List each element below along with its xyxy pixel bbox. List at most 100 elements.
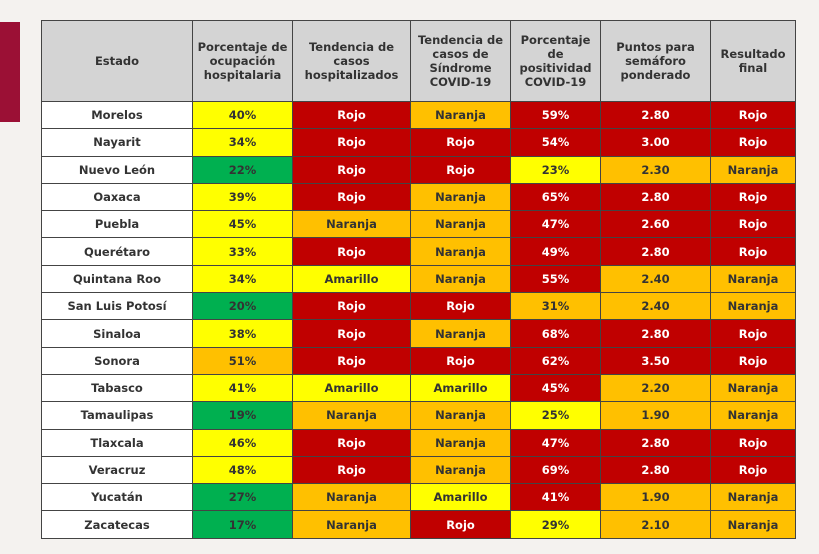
cell-ocupacion: 38% <box>192 319 293 348</box>
semaforo-table: Estado Porcentaje de ocupación hospitala… <box>41 20 796 539</box>
cell-tendencia-hosp: Amarillo <box>292 373 411 403</box>
cell-resultado: Rojo <box>710 128 796 157</box>
cell-resultado: Naranja <box>710 401 796 430</box>
cell-tendencia-hosp: Naranja <box>292 510 411 539</box>
cell-positividad: 55% <box>510 264 601 294</box>
cell-puntos: 2.60 <box>600 210 711 239</box>
cell-positividad: 31% <box>510 292 601 321</box>
cell-resultado: Rojo <box>710 428 796 457</box>
table-row: Puebla 45% Naranja Naranja 47% 2.60 Rojo <box>41 210 796 239</box>
cell-puntos: 2.30 <box>600 155 711 184</box>
cell-positividad: 29% <box>510 510 601 539</box>
cell-tendencia-hosp: Rojo <box>292 237 411 266</box>
table-row: Veracruz 48% Rojo Naranja 69% 2.80 Rojo <box>41 455 796 485</box>
cell-ocupacion: 45% <box>192 210 293 239</box>
cell-resultado: Naranja <box>710 483 796 512</box>
cell-ocupacion: 34% <box>192 264 293 294</box>
cell-ocupacion: 22% <box>192 155 293 184</box>
cell-tendencia-hosp: Amarillo <box>292 264 411 294</box>
cell-tendencia-sindrome: Naranja <box>410 182 511 212</box>
cell-tendencia-sindrome: Rojo <box>410 346 511 375</box>
header-puntos: Puntos para semáforo ponderado <box>600 20 711 102</box>
cell-tendencia-sindrome: Naranja <box>410 264 511 294</box>
cell-estado: Querétaro <box>41 237 193 266</box>
cell-ocupacion: 41% <box>192 373 293 403</box>
table-row: Tlaxcala 46% Rojo Naranja 47% 2.80 Rojo <box>41 428 796 457</box>
cell-tendencia-sindrome: Naranja <box>410 210 511 239</box>
brand-accent-bar <box>0 22 20 122</box>
cell-positividad: 62% <box>510 346 601 375</box>
cell-resultado: Rojo <box>710 182 796 212</box>
cell-positividad: 59% <box>510 100 601 130</box>
cell-tendencia-sindrome: Naranja <box>410 455 511 485</box>
table-row: Sinaloa 38% Rojo Naranja 68% 2.80 Rojo <box>41 319 796 348</box>
cell-ocupacion: 40% <box>192 100 293 130</box>
cell-ocupacion: 19% <box>192 401 293 430</box>
cell-puntos: 2.80 <box>600 100 711 130</box>
cell-positividad: 23% <box>510 155 601 184</box>
cell-tendencia-hosp: Rojo <box>292 292 411 321</box>
cell-puntos: 2.80 <box>600 455 711 485</box>
table-row: Sonora 51% Rojo Rojo 62% 3.50 Rojo <box>41 346 796 375</box>
cell-estado: Morelos <box>41 100 193 130</box>
header-resultado: Resultado final <box>710 20 796 102</box>
header-tendencia-sindrome: Tendencia de casos de Síndrome COVID-19 <box>410 20 511 102</box>
cell-positividad: 65% <box>510 182 601 212</box>
cell-tendencia-hosp: Rojo <box>292 128 411 157</box>
cell-tendencia-hosp: Rojo <box>292 346 411 375</box>
cell-estado: Tabasco <box>41 373 193 403</box>
cell-tendencia-sindrome: Rojo <box>410 292 511 321</box>
cell-tendencia-sindrome: Amarillo <box>410 483 511 512</box>
table-row: Tabasco 41% Amarillo Amarillo 45% 2.20 Naranja <box>41 373 796 403</box>
cell-positividad: 47% <box>510 428 601 457</box>
cell-resultado: Rojo <box>710 210 796 239</box>
cell-ocupacion: 39% <box>192 182 293 212</box>
cell-estado: Nayarit <box>41 128 193 157</box>
cell-estado: San Luis Potosí <box>41 292 193 321</box>
cell-ocupacion: 20% <box>192 292 293 321</box>
cell-tendencia-hosp: Rojo <box>292 319 411 348</box>
cell-estado: Puebla <box>41 210 193 239</box>
table-row: Zacatecas 17% Naranja Rojo 29% 2.10 Naranja <box>41 510 796 539</box>
cell-puntos: 3.50 <box>600 346 711 375</box>
cell-ocupacion: 51% <box>192 346 293 375</box>
cell-resultado: Naranja <box>710 373 796 403</box>
cell-positividad: 68% <box>510 319 601 348</box>
table-row: San Luis Potosí 20% Rojo Rojo 31% 2.40 Naranja <box>41 292 796 321</box>
table-row: Quintana Roo 34% Amarillo Naranja 55% 2.40 Nar… <box>41 264 796 294</box>
cell-positividad: 47% <box>510 210 601 239</box>
cell-tendencia-sindrome: Naranja <box>410 100 511 130</box>
cell-estado: Quintana Roo <box>41 264 193 294</box>
cell-resultado: Rojo <box>710 237 796 266</box>
cell-ocupacion: 27% <box>192 483 293 512</box>
table-row: Morelos 40% Rojo Naranja 59% 2.80 Rojo <box>41 100 796 130</box>
cell-positividad: 54% <box>510 128 601 157</box>
cell-puntos: 2.40 <box>600 292 711 321</box>
cell-positividad: 45% <box>510 373 601 403</box>
table-row: Nuevo León 22% Rojo Rojo 23% 2.30 Naranja <box>41 155 796 184</box>
cell-puntos: 2.40 <box>600 264 711 294</box>
cell-tendencia-sindrome: Naranja <box>410 319 511 348</box>
cell-tendencia-hosp: Rojo <box>292 182 411 212</box>
cell-estado: Sinaloa <box>41 319 193 348</box>
cell-tendencia-sindrome: Naranja <box>410 401 511 430</box>
table-row: Yucatán 27% Naranja Amarillo 41% 1.90 Naranja <box>41 483 796 512</box>
cell-tendencia-sindrome: Rojo <box>410 155 511 184</box>
cell-puntos: 2.80 <box>600 428 711 457</box>
table-row: Oaxaca 39% Rojo Naranja 65% 2.80 Rojo <box>41 182 796 212</box>
cell-estado: Veracruz <box>41 455 193 485</box>
cell-resultado: Rojo <box>710 100 796 130</box>
cell-positividad: 69% <box>510 455 601 485</box>
header-row: Estado Porcentaje de ocupación hospitala… <box>41 20 796 102</box>
cell-tendencia-hosp: Rojo <box>292 455 411 485</box>
cell-tendencia-hosp: Rojo <box>292 155 411 184</box>
cell-estado: Oaxaca <box>41 182 193 212</box>
cell-puntos: 3.00 <box>600 128 711 157</box>
cell-tendencia-sindrome: Naranja <box>410 428 511 457</box>
cell-estado: Zacatecas <box>41 510 193 539</box>
header-ocupacion: Porcentaje de ocupación hospitalaria <box>192 20 293 102</box>
cell-puntos: 2.80 <box>600 237 711 266</box>
header-tendencia-hosp: Tendencia de casos hospitalizados <box>292 20 411 102</box>
cell-estado: Sonora <box>41 346 193 375</box>
cell-tendencia-sindrome: Rojo <box>410 128 511 157</box>
